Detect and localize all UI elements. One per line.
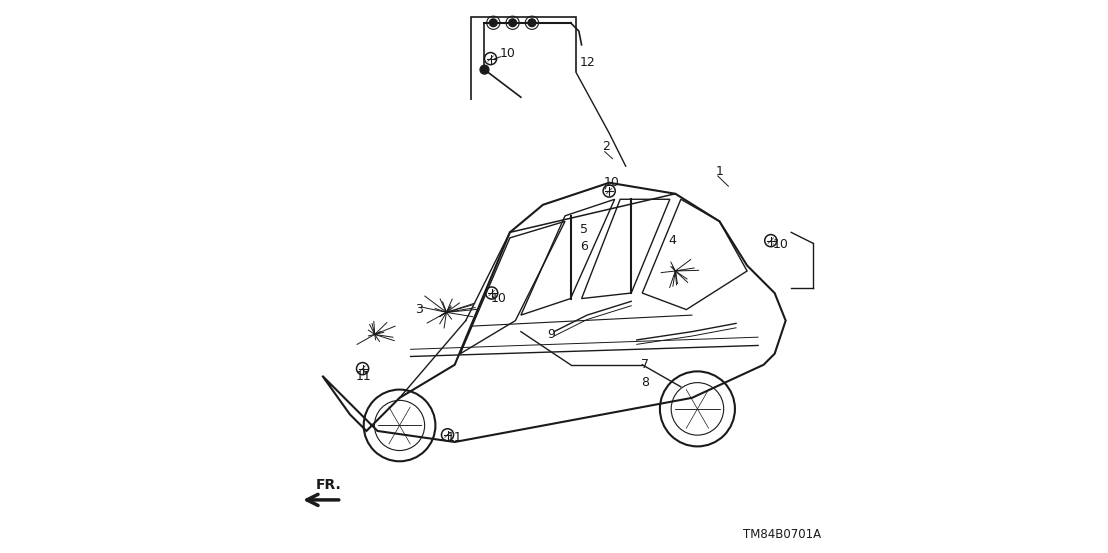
Text: 10: 10	[604, 176, 619, 189]
Circle shape	[480, 65, 489, 74]
Text: TM84B0701A: TM84B0701A	[743, 528, 821, 541]
Text: 6: 6	[581, 239, 588, 253]
Text: 4: 4	[668, 234, 677, 247]
Text: 10: 10	[500, 46, 515, 60]
Text: 5: 5	[581, 223, 588, 236]
Text: 3: 3	[414, 303, 423, 316]
Text: 2: 2	[603, 140, 611, 153]
Text: 12: 12	[579, 56, 595, 69]
Text: 10: 10	[491, 292, 506, 305]
Text: 11: 11	[356, 371, 371, 383]
Circle shape	[509, 19, 516, 27]
Circle shape	[529, 19, 536, 27]
Text: 10: 10	[772, 238, 788, 251]
Circle shape	[490, 19, 497, 27]
Text: 1: 1	[716, 165, 724, 178]
Text: FR.: FR.	[316, 478, 341, 492]
Text: 9: 9	[547, 328, 555, 341]
Text: 11: 11	[447, 431, 462, 444]
Text: 8: 8	[642, 376, 649, 389]
Text: 7: 7	[642, 358, 649, 371]
